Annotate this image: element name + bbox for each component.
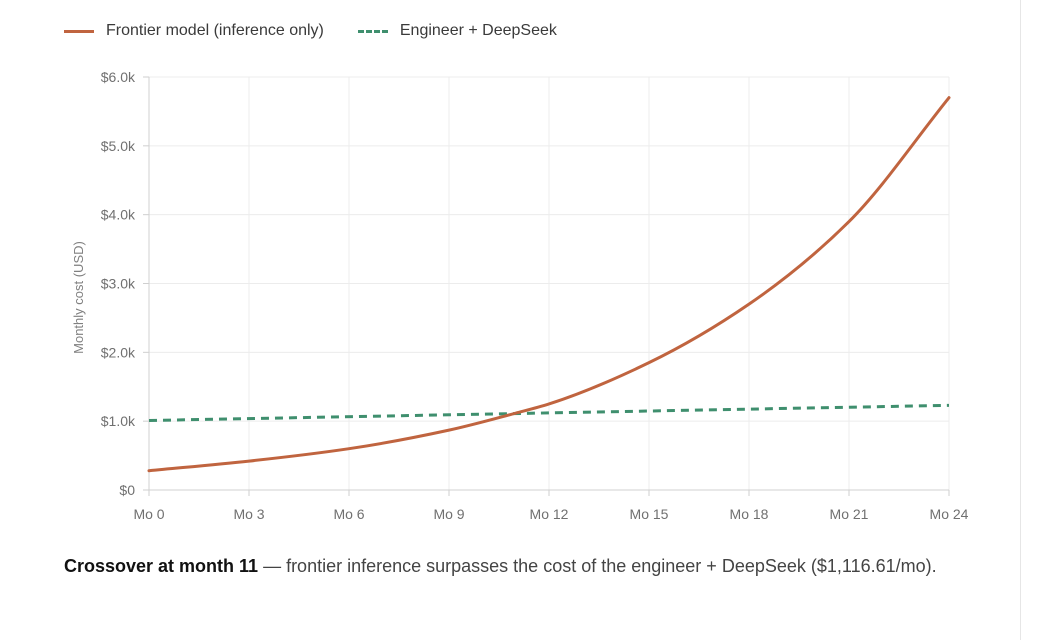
legend-label-frontier: Frontier model (inference only): [106, 22, 324, 39]
caption-text: — frontier inference surpasses the cost …: [258, 556, 937, 576]
line-chart: $0$1.0k$2.0k$3.0k$4.0k$5.0k$6.0k Mo 0 Mo …: [71, 69, 969, 522]
x-tick-label: Mo 3: [233, 506, 264, 522]
legend-item-frontier[interactable]: Frontier model (inference only): [64, 22, 324, 40]
y-tick-label: $4.0k: [101, 207, 136, 223]
x-axis-labels: Mo 0 Mo 3 Mo 6 Mo 9 Mo 12 Mo 15 Mo 18 Mo 21 Mo 2…: [133, 506, 968, 522]
chart-grid: [149, 76, 950, 490]
legend-item-engineer[interactable]: Engineer + DeepSeek: [357, 22, 557, 40]
caption-bold: Crossover at month 11: [64, 556, 259, 576]
chart-axes: [143, 76, 950, 496]
x-tick-label: Mo 21: [830, 506, 869, 522]
chart-caption: Crossover at month 11 — frontier inferen…: [64, 550, 944, 582]
chart-lines: [147, 96, 951, 473]
chart-card: Frontier model (inference only) Engineer…: [64, 0, 1021, 640]
y-tick-label: $1.0k: [101, 413, 136, 429]
y-tick-label: $3.0k: [101, 276, 136, 292]
legend-label-engineer: Engineer + DeepSeek: [399, 22, 557, 39]
x-tick-label: Mo 6: [333, 506, 364, 522]
x-tick-label: Mo 9: [433, 506, 464, 522]
series-line-frontier: [147, 96, 951, 473]
y-tick-label: $5.0k: [101, 138, 136, 154]
y-tick-label: $2.0k: [101, 344, 136, 360]
y-tick-label: $6.0k: [101, 69, 136, 85]
x-tick-label: Mo 0: [133, 506, 164, 522]
y-axis-title: Monthly cost (USD): [71, 241, 86, 354]
x-tick-label: Mo 24: [930, 506, 969, 522]
x-tick-label: Mo 18: [730, 506, 769, 522]
x-tick-label: Mo 12: [530, 506, 569, 522]
y-tick-label: $0: [119, 482, 135, 498]
legend-swatch-engineer: [357, 29, 388, 33]
y-axis-labels: $0 $1.0k $2.0k $3.0k $4.0k $5.0k $6.0k: [101, 69, 136, 498]
chart-legend: Frontier model (inference only) Engineer…: [64, 22, 591, 40]
x-tick-label: Mo 15: [630, 506, 669, 522]
series-line-engineer: [148, 403, 950, 422]
legend-swatch-frontier: [64, 29, 94, 33]
